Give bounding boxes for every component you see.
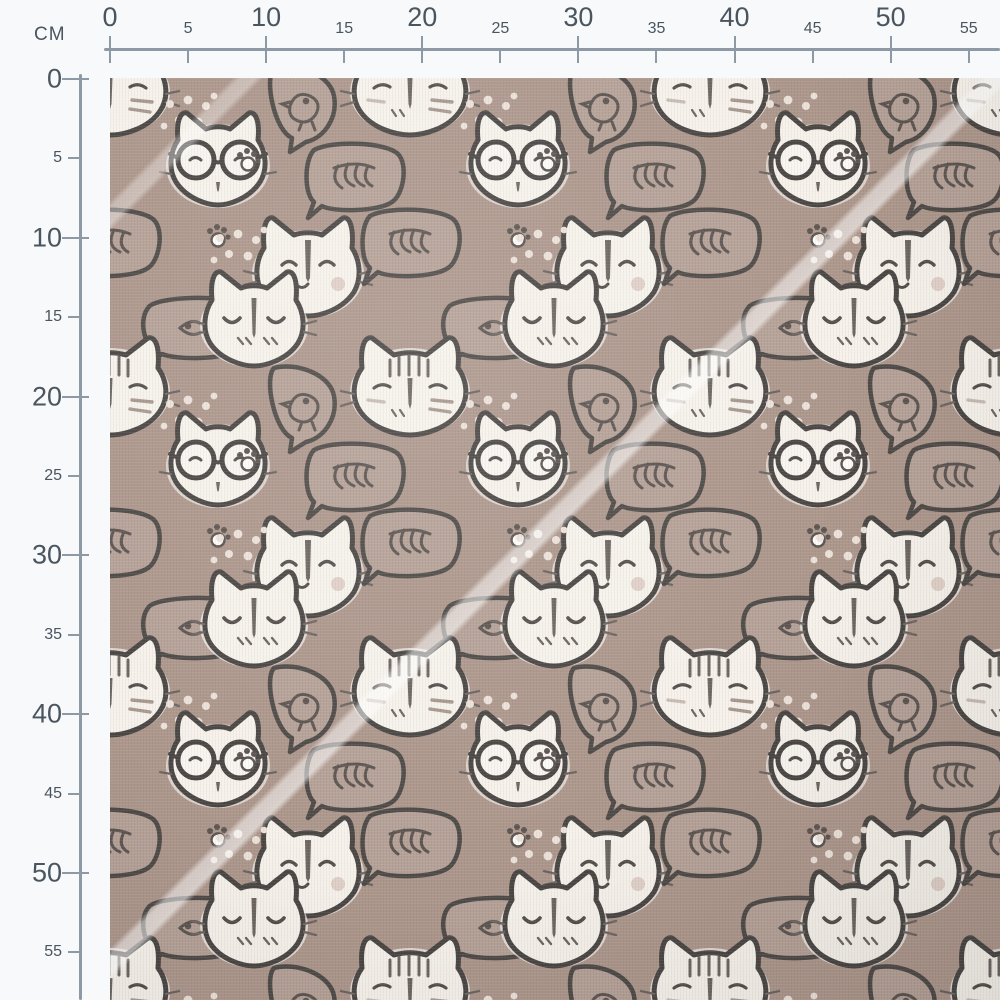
horizontal-ruler-line xyxy=(104,48,1000,51)
h-label-35: 35 xyxy=(647,20,666,37)
v-label-30: 30 xyxy=(31,539,62,570)
h-tick-40 xyxy=(733,36,736,63)
h-tick-0 xyxy=(109,36,111,63)
h-label-5: 5 xyxy=(183,20,193,37)
h-label-50: 50 xyxy=(875,2,906,32)
h-label-0: 0 xyxy=(102,2,118,32)
v-label-35: 35 xyxy=(44,625,62,643)
v-tick-20 xyxy=(62,395,89,398)
v-tick-5 xyxy=(68,157,82,160)
fabric-pattern xyxy=(110,78,1000,1000)
v-tick-50 xyxy=(62,871,89,874)
v-label-10: 10 xyxy=(31,222,62,253)
v-label-15: 15 xyxy=(44,308,62,326)
h-tick-10 xyxy=(265,36,268,63)
h-label-55: 55 xyxy=(959,20,978,37)
h-label-10: 10 xyxy=(251,2,282,32)
vertical-ruler: 0 5 10 15 20 25 30 35 40 45 50 55 xyxy=(0,0,110,1000)
v-label-40: 40 xyxy=(31,698,62,729)
fabric-weave-texture xyxy=(110,78,1000,1000)
v-tick-40 xyxy=(62,713,89,716)
v-tick-35 xyxy=(68,633,82,636)
h-label-15: 15 xyxy=(335,20,354,37)
h-label-45: 45 xyxy=(803,20,822,37)
h-tick-50 xyxy=(889,36,892,63)
v-label-55: 55 xyxy=(44,943,62,961)
h-tick-20 xyxy=(421,36,424,63)
h-tick-5 xyxy=(187,49,190,63)
vertical-ruler-line xyxy=(79,74,82,1000)
h-label-25: 25 xyxy=(491,20,510,37)
fabric-swatch-area[interactable] xyxy=(110,78,1000,1000)
v-tick-45 xyxy=(68,792,82,795)
v-label-0: 0 xyxy=(46,63,62,94)
h-tick-45 xyxy=(811,49,814,63)
v-label-5: 5 xyxy=(53,149,62,167)
h-tick-25 xyxy=(499,49,502,63)
v-tick-25 xyxy=(68,474,82,477)
ruler-unit-label: CM xyxy=(34,24,66,45)
v-tick-30 xyxy=(62,554,89,557)
v-label-50: 50 xyxy=(31,857,62,888)
h-label-30: 30 xyxy=(563,2,594,32)
h-tick-30 xyxy=(577,36,580,63)
h-tick-55 xyxy=(967,49,970,63)
v-tick-10 xyxy=(62,236,89,239)
v-tick-55 xyxy=(68,951,82,954)
h-label-40: 40 xyxy=(719,2,750,32)
v-label-45: 45 xyxy=(44,784,62,802)
v-label-25: 25 xyxy=(44,466,62,484)
h-label-20: 20 xyxy=(407,2,438,32)
v-label-20: 20 xyxy=(31,381,62,412)
h-tick-15 xyxy=(343,49,346,63)
v-tick-15 xyxy=(68,316,82,319)
horizontal-ruler: CM 0 5 10 15 20 25 30 35 40 45 50 55 xyxy=(0,0,1000,78)
v-tick-0 xyxy=(62,78,89,80)
h-tick-35 xyxy=(655,49,658,63)
